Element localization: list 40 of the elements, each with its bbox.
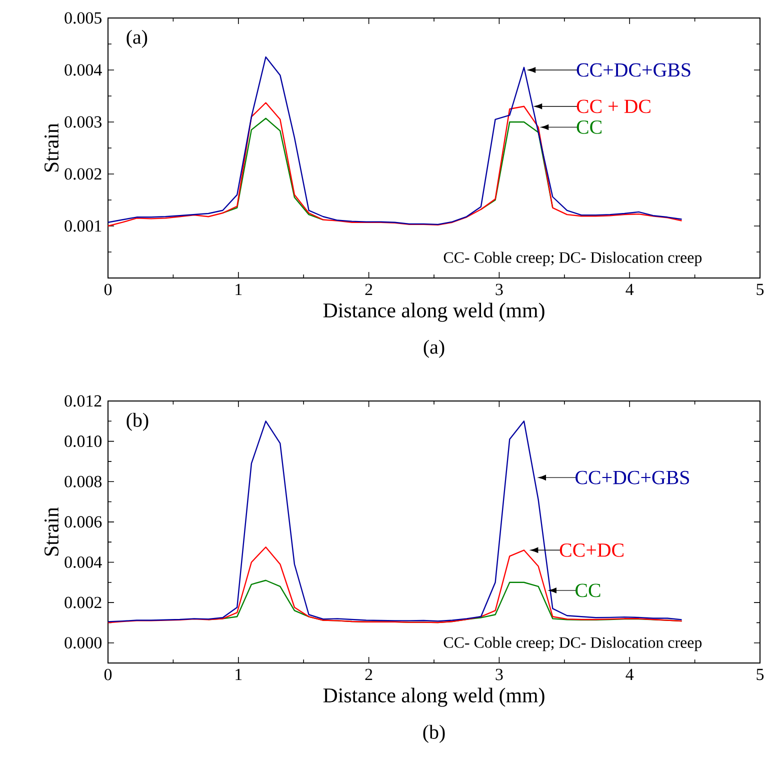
x-tick-label: 2 [365, 668, 372, 680]
x-tick-label: 0 [104, 284, 112, 296]
y-tick-label: 0.012 [64, 395, 102, 407]
y-tick-label: 0.008 [64, 476, 102, 488]
series-label: CC+DC+GBS [576, 470, 689, 484]
x-axis-title: Distance along weld (mm) [323, 688, 544, 707]
x-tick-label: 2 [365, 284, 372, 296]
x-tick-label: 1 [236, 284, 242, 296]
x-tick-label: 4 [626, 284, 634, 295]
x-axis-title: Distance along weld (mm) [323, 302, 544, 322]
series-label: CC+DC [560, 543, 624, 557]
text: CC+DC+GBS [576, 63, 690, 77]
y-tick-label: 0.004 [64, 556, 102, 568]
text: (b) [423, 724, 445, 743]
text: CC + DC [576, 100, 650, 114]
series-label: CC [576, 584, 600, 598]
y-tick-label: 0.010 [64, 436, 102, 448]
x-tick-label: 3 [496, 668, 503, 680]
annotation: CC- Coble creep; DC- Dislocation creep [444, 252, 702, 266]
x-tick-label: 5 [756, 668, 764, 680]
y-tick-label: 0.001 [64, 220, 102, 232]
y-tick-label: 0.005 [64, 12, 102, 24]
y-axis-title: Strain [44, 507, 59, 556]
x-tick-label: 1 [236, 668, 242, 680]
annotation: (a) [126, 30, 148, 48]
annotation: (b) [126, 412, 148, 431]
y-axis-title: Strain [44, 123, 59, 172]
series-label: CC [576, 120, 602, 134]
text: (a) [424, 340, 444, 358]
y-tick-label: 0.003 [64, 116, 102, 128]
x-tick-label: 0 [104, 668, 112, 680]
y-tick-label: 0.002 [64, 168, 102, 180]
x-tick-label: 3 [496, 284, 503, 296]
y-tick-label: 0.004 [64, 64, 102, 76]
x-tick-label: 5 [756, 284, 764, 296]
y-tick-label: 0.002 [64, 596, 102, 608]
y-tick-label: 0.000 [64, 637, 102, 649]
y-tick-label: 0.006 [64, 516, 102, 528]
annotation: CC- Coble creep; DC- Dislocation creep [444, 636, 702, 652]
x-tick-label: 4 [626, 668, 634, 680]
